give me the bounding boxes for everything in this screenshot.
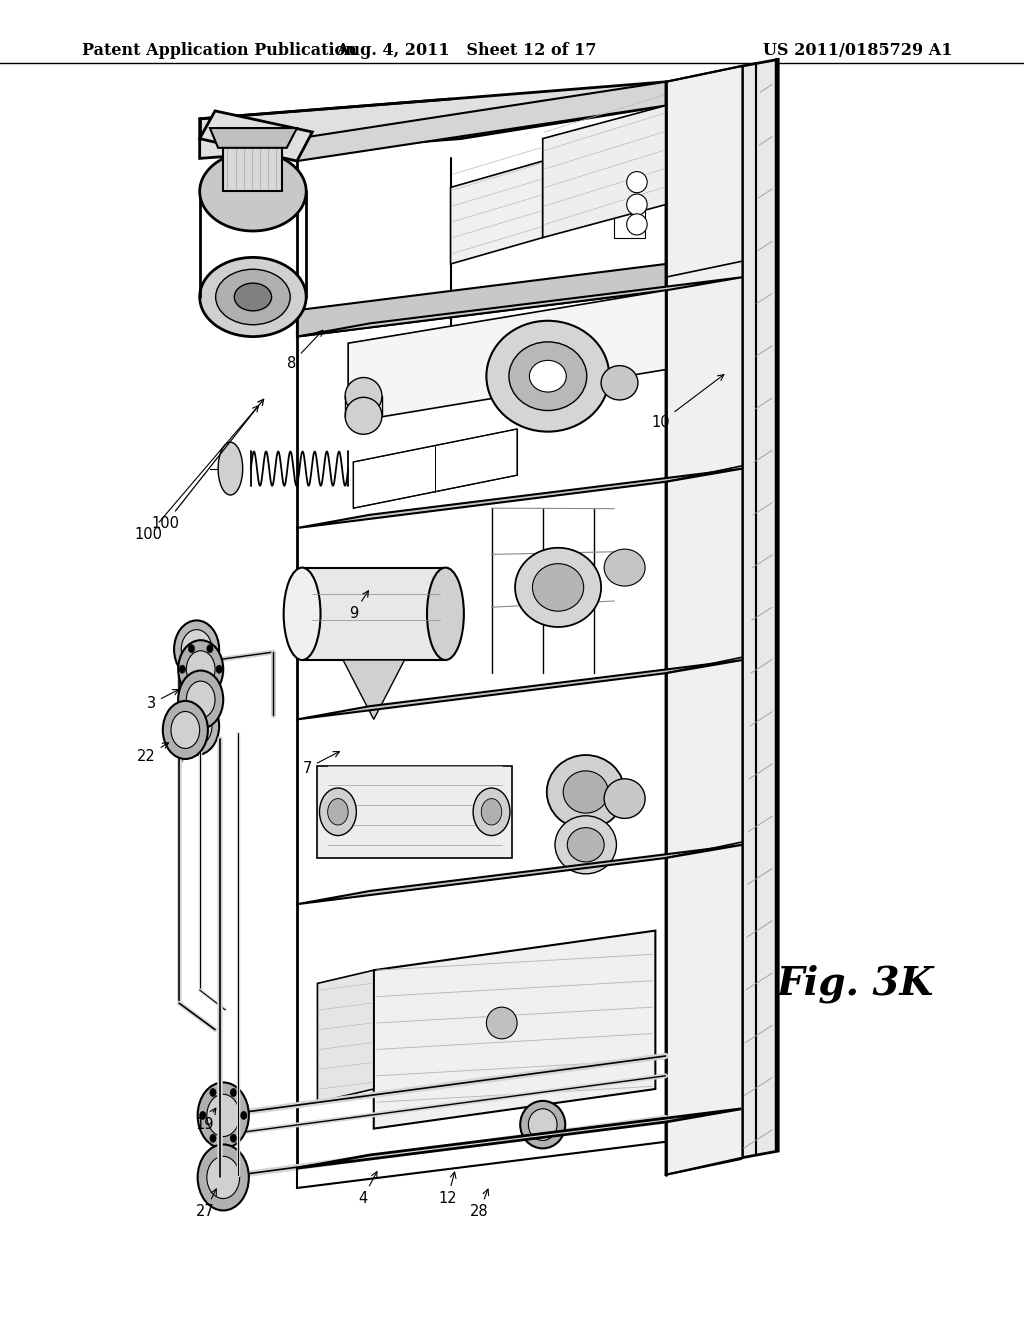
Ellipse shape	[198, 1082, 249, 1148]
Polygon shape	[374, 931, 655, 1129]
Ellipse shape	[216, 269, 290, 325]
Ellipse shape	[627, 214, 647, 235]
Text: 12: 12	[438, 1172, 457, 1206]
Ellipse shape	[230, 1089, 237, 1097]
Text: 28: 28	[470, 1189, 488, 1220]
Polygon shape	[348, 290, 666, 422]
Ellipse shape	[627, 172, 647, 193]
Polygon shape	[297, 82, 666, 161]
Polygon shape	[297, 660, 742, 719]
Ellipse shape	[604, 779, 645, 818]
Text: 8: 8	[287, 330, 323, 371]
Ellipse shape	[188, 686, 195, 694]
Polygon shape	[317, 970, 374, 1102]
Text: 22: 22	[137, 743, 169, 764]
Polygon shape	[742, 59, 778, 1158]
Polygon shape	[543, 106, 666, 238]
Ellipse shape	[481, 799, 502, 825]
Ellipse shape	[529, 360, 566, 392]
Ellipse shape	[174, 620, 219, 678]
Ellipse shape	[200, 257, 306, 337]
Text: Patent Application Publication: Patent Application Publication	[82, 42, 356, 59]
Ellipse shape	[163, 701, 208, 759]
Ellipse shape	[454, 325, 499, 367]
Ellipse shape	[345, 378, 382, 414]
Ellipse shape	[520, 1101, 565, 1148]
Polygon shape	[317, 766, 512, 858]
Ellipse shape	[486, 321, 609, 432]
Text: 4: 4	[357, 1172, 377, 1206]
Ellipse shape	[528, 1109, 557, 1140]
Ellipse shape	[200, 1111, 206, 1119]
Text: 10: 10	[651, 375, 724, 430]
Ellipse shape	[555, 816, 616, 874]
Ellipse shape	[601, 366, 638, 400]
Ellipse shape	[563, 771, 608, 813]
Ellipse shape	[567, 828, 604, 862]
Text: 7: 7	[302, 751, 340, 776]
Ellipse shape	[486, 1007, 517, 1039]
Ellipse shape	[174, 697, 219, 755]
Ellipse shape	[210, 1134, 216, 1142]
Ellipse shape	[427, 568, 464, 660]
Ellipse shape	[178, 640, 223, 698]
Ellipse shape	[186, 681, 215, 718]
Polygon shape	[666, 66, 742, 1175]
Polygon shape	[210, 128, 297, 148]
Text: 19: 19	[196, 1109, 216, 1133]
Polygon shape	[297, 1109, 741, 1168]
Ellipse shape	[207, 1094, 240, 1137]
Ellipse shape	[207, 1156, 240, 1199]
Ellipse shape	[178, 671, 223, 729]
Text: 9: 9	[348, 591, 369, 622]
Ellipse shape	[515, 548, 601, 627]
Ellipse shape	[207, 644, 213, 652]
Ellipse shape	[505, 314, 550, 356]
Ellipse shape	[216, 665, 222, 673]
Ellipse shape	[234, 284, 271, 312]
Ellipse shape	[207, 686, 213, 694]
Polygon shape	[297, 469, 742, 528]
Ellipse shape	[181, 706, 212, 746]
Ellipse shape	[284, 568, 321, 660]
Ellipse shape	[181, 630, 212, 669]
Ellipse shape	[345, 397, 382, 434]
Text: 100: 100	[152, 399, 263, 531]
Ellipse shape	[402, 335, 447, 378]
Ellipse shape	[188, 644, 195, 652]
Text: 27: 27	[196, 1189, 216, 1220]
Ellipse shape	[473, 788, 510, 836]
Ellipse shape	[328, 799, 348, 825]
Polygon shape	[302, 568, 445, 660]
Ellipse shape	[509, 342, 587, 411]
Text: 3: 3	[147, 689, 179, 711]
Bar	[614, 211, 645, 238]
Ellipse shape	[604, 549, 645, 586]
Ellipse shape	[186, 651, 215, 688]
Text: Aug. 4, 2011   Sheet 12 of 17: Aug. 4, 2011 Sheet 12 of 17	[336, 42, 596, 59]
Polygon shape	[451, 161, 543, 264]
Text: 100: 100	[134, 405, 258, 543]
Text: US 2011/0185729 A1: US 2011/0185729 A1	[763, 42, 952, 59]
Ellipse shape	[198, 1144, 249, 1210]
Ellipse shape	[171, 711, 200, 748]
Ellipse shape	[241, 1111, 247, 1119]
Ellipse shape	[230, 1134, 237, 1142]
Ellipse shape	[547, 755, 625, 829]
Polygon shape	[297, 845, 742, 904]
Ellipse shape	[627, 194, 647, 215]
Ellipse shape	[179, 665, 185, 673]
Ellipse shape	[532, 564, 584, 611]
Text: Fig. 3K: Fig. 3K	[776, 964, 934, 1003]
Ellipse shape	[210, 1089, 216, 1097]
Polygon shape	[343, 660, 404, 719]
Polygon shape	[297, 264, 666, 337]
Polygon shape	[223, 145, 282, 191]
Polygon shape	[297, 277, 742, 337]
Ellipse shape	[218, 442, 243, 495]
Ellipse shape	[319, 788, 356, 836]
Polygon shape	[200, 82, 666, 158]
Ellipse shape	[200, 152, 306, 231]
Polygon shape	[200, 111, 312, 161]
